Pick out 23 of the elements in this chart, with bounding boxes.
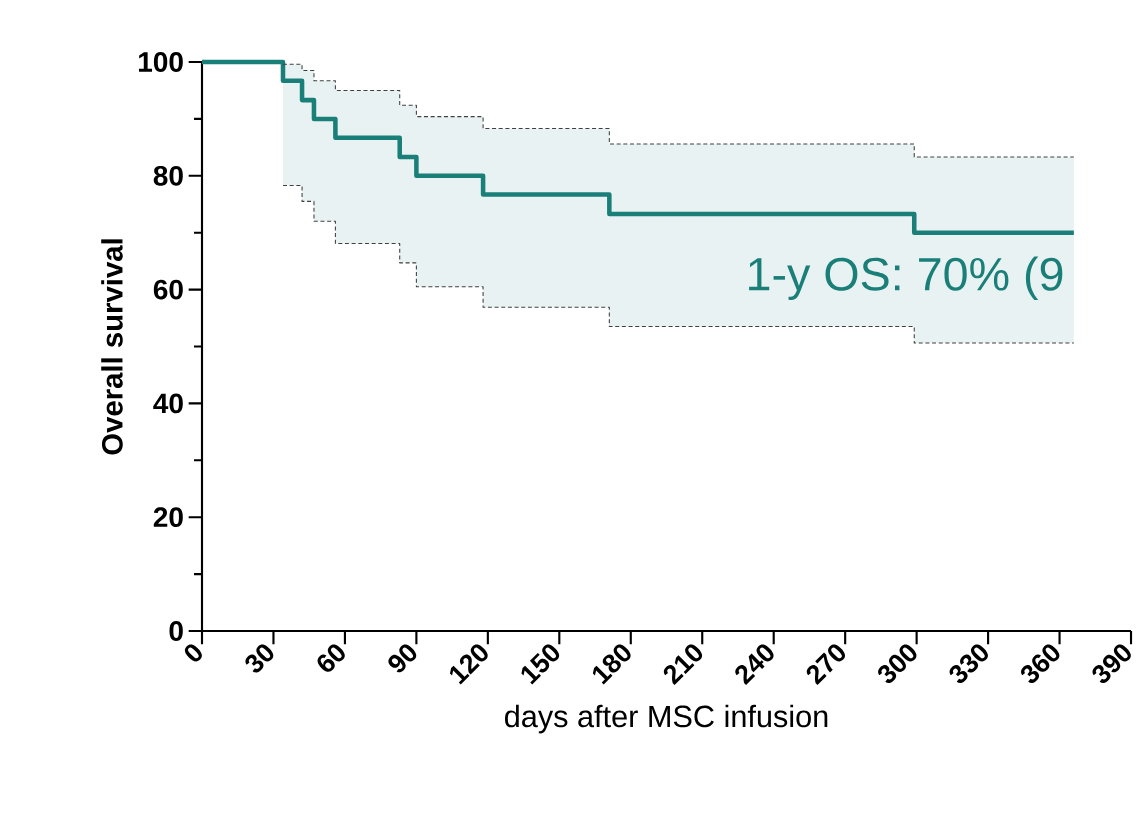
x-tick-label: 270 <box>806 644 846 685</box>
x-tick-label: 120 <box>449 644 488 685</box>
x-tick-label: 60 <box>317 644 345 672</box>
y-tick-label: 40 <box>153 393 183 414</box>
x-axis-title: days after MSC infusion <box>505 704 828 734</box>
y-axis-title: Overall survival <box>101 239 123 455</box>
x-tick-label: 90 <box>388 644 417 673</box>
x-tick-label: 300 <box>878 644 917 684</box>
x-tick-label: 0 <box>184 644 202 662</box>
x-tick-label: 210 <box>663 644 703 685</box>
x-tick-label: 360 <box>1021 644 1060 684</box>
y-tick-label: 60 <box>153 279 183 300</box>
x-tick-label: 150 <box>521 644 560 685</box>
y-tick-label: 100 <box>139 52 183 72</box>
x-tick-label: 390 <box>1092 644 1131 684</box>
y-tick-label: 0 <box>169 621 183 641</box>
x-tick-label: 330 <box>949 644 988 684</box>
y-tick-label: 80 <box>153 165 183 186</box>
y-tick-label: 20 <box>153 507 183 528</box>
annotation: 1-y OS: 70% (9 <box>749 256 1063 300</box>
x-tick-label: 180 <box>592 644 631 685</box>
x-tick-label: 240 <box>735 644 774 685</box>
x-tick-label: 30 <box>245 644 274 673</box>
